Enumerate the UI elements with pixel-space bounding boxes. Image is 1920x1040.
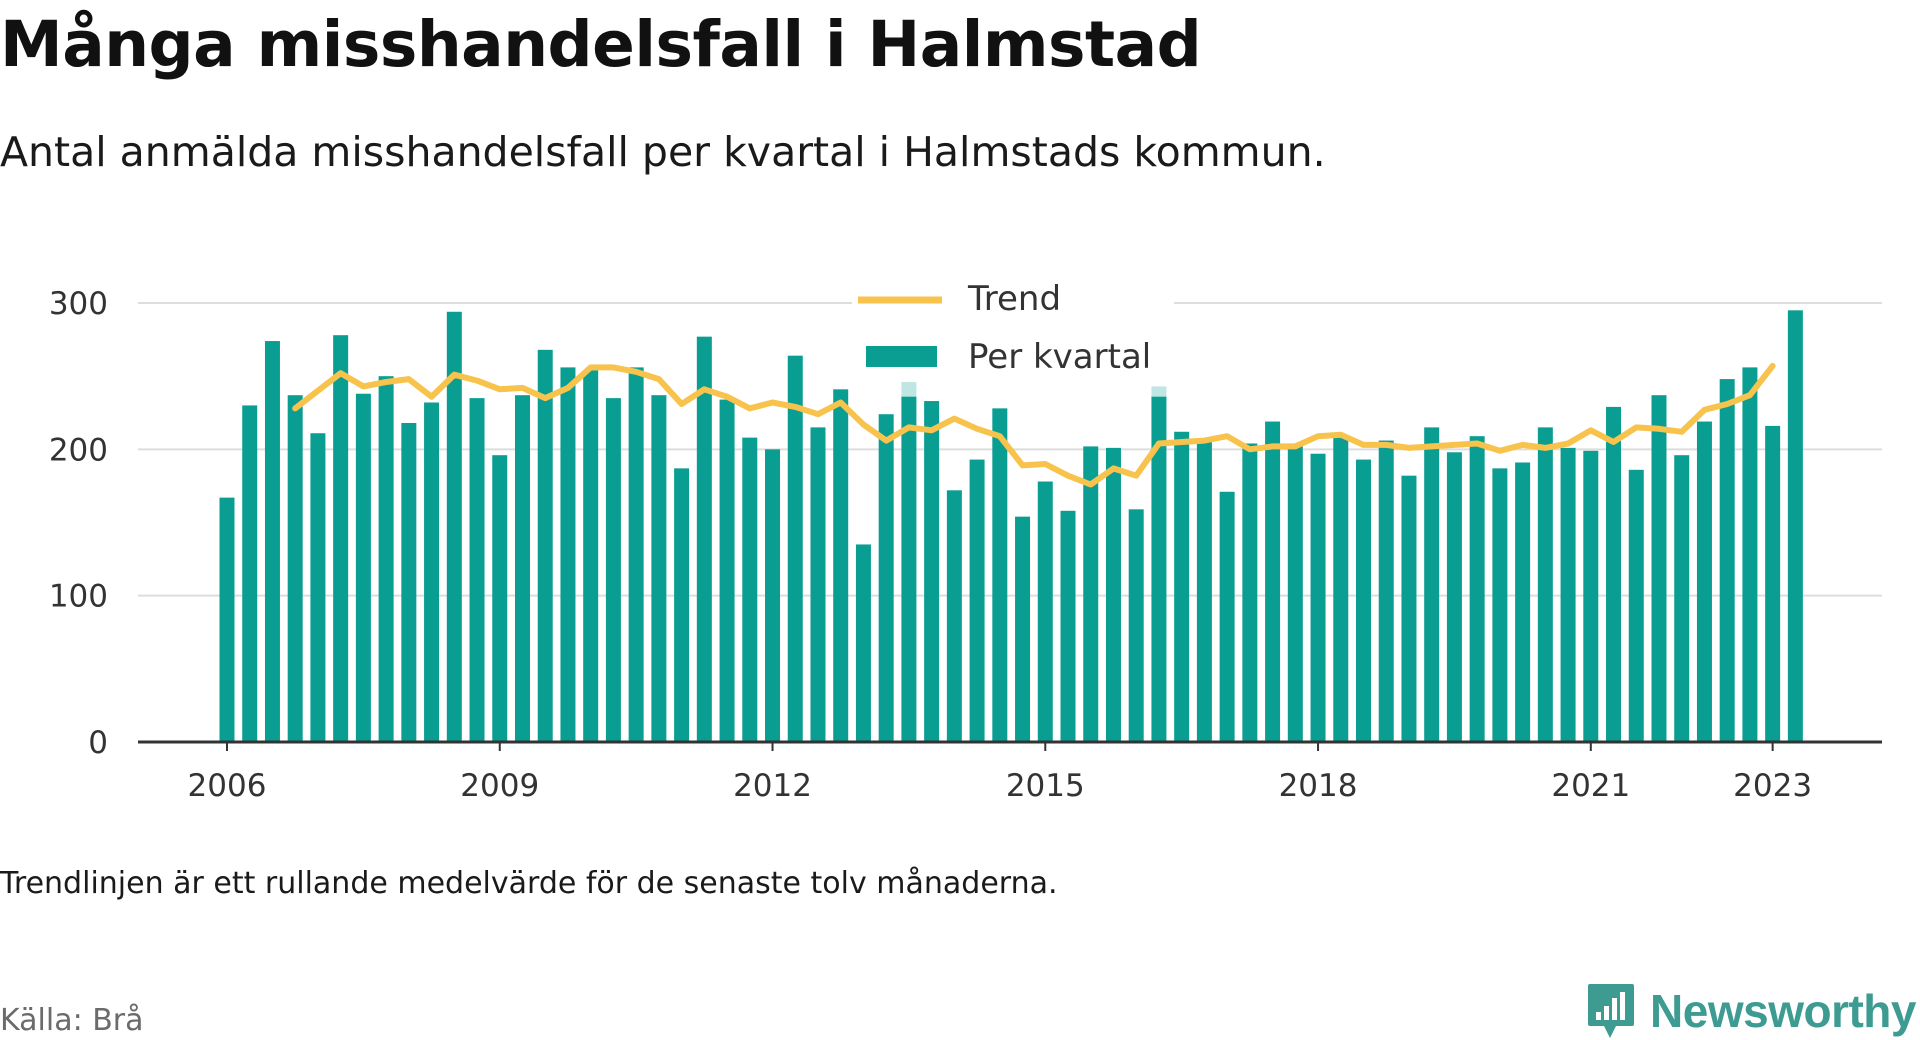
bar: [765, 449, 781, 742]
bar: [287, 395, 303, 742]
bar: [242, 405, 258, 742]
axes: 0 100 200 300 2006 2009 2012 2015 2018 2021 2023: [49, 286, 1882, 804]
bar: [1765, 425, 1781, 742]
bar: [855, 544, 871, 742]
bar: [992, 408, 1008, 742]
bar: [1583, 450, 1599, 742]
bar: [219, 497, 235, 742]
bar: [878, 414, 894, 742]
y-tick-label: 200: [49, 432, 108, 468]
x-tick-label: 2012: [733, 768, 812, 804]
legend-bar-swatch: [866, 346, 937, 367]
brand-logo: Newsworthy: [1586, 982, 1916, 1040]
bar: [1537, 427, 1553, 742]
bar: [1060, 510, 1076, 742]
bar: [833, 389, 849, 742]
bar: [719, 399, 735, 742]
bar: [469, 398, 485, 742]
bar: [1037, 481, 1053, 742]
bar: [901, 396, 917, 742]
legend-bar-label: Per kvartal: [968, 337, 1151, 377]
chart-subtitle: Antal anmälda misshandelsfall per kvarta…: [0, 128, 1326, 176]
bar: [310, 433, 326, 742]
bar: [1310, 453, 1326, 742]
bar: [1719, 379, 1735, 742]
bar: [1401, 475, 1417, 742]
x-tick-label: 2018: [1279, 768, 1358, 804]
trend-line: [292, 362, 1776, 488]
bar: [1128, 509, 1144, 742]
bar: [1174, 431, 1190, 742]
source-label: Källa: Brå: [0, 1003, 144, 1038]
bar: [1151, 396, 1167, 742]
bar: [1628, 469, 1644, 742]
bar: [378, 376, 394, 742]
footnote: Trendlinjen är ett rullande medelvärde f…: [0, 866, 1058, 901]
bar: [1015, 516, 1031, 742]
bar: [355, 393, 371, 742]
bar: [946, 490, 962, 742]
bar: [1083, 446, 1099, 742]
bar: [696, 336, 712, 742]
bar: [1356, 459, 1371, 742]
x-tick-label: 2023: [1733, 768, 1812, 804]
y-tick-label: 0: [88, 725, 108, 761]
bar: [1469, 436, 1485, 742]
bar: [742, 437, 758, 742]
bar: [969, 459, 985, 742]
bar: [264, 341, 280, 742]
bar: [1265, 421, 1281, 742]
bar: [605, 398, 621, 742]
bar: [628, 367, 644, 742]
bar: [514, 395, 530, 742]
bar: [424, 402, 440, 742]
bar: [401, 422, 417, 742]
bars: [219, 310, 1803, 742]
bar: [1742, 367, 1758, 742]
legend-trend-label: Trend: [967, 279, 1061, 319]
x-tick-label: 2015: [1006, 768, 1085, 804]
bar: [1787, 310, 1803, 742]
bar: [1696, 421, 1712, 742]
bar-chart: 0 100 200 300 2006 2009 2012 2015 2018 2021 2023 T…: [49, 260, 1882, 804]
legend: Trend Per kvartal: [852, 260, 1174, 382]
bar: [1287, 443, 1303, 742]
x-tick-label: 2009: [460, 768, 539, 804]
bar: [651, 395, 667, 742]
y-tick-label: 100: [49, 579, 108, 615]
bar-highlight: [901, 380, 917, 397]
bar-chart-speech-bubble-icon: [1588, 984, 1635, 1038]
bar: [1651, 395, 1667, 742]
bar: [333, 335, 349, 742]
bar: [1674, 455, 1690, 742]
bar: [1333, 437, 1349, 742]
bar: [446, 311, 462, 742]
bar: [1515, 462, 1531, 742]
bar: [1606, 406, 1622, 742]
bar: [1446, 452, 1462, 742]
bar: [810, 427, 826, 742]
bar: [1242, 443, 1258, 742]
bar: [924, 401, 940, 742]
x-tick-label: 2006: [188, 768, 267, 804]
trend-line-group: [292, 362, 1776, 488]
bar: [674, 468, 690, 742]
bar: [492, 455, 508, 742]
bar: [560, 367, 576, 742]
x-tick-label: 2021: [1551, 768, 1630, 804]
bar: [1196, 442, 1212, 742]
bar: [1492, 468, 1508, 742]
bar: [1219, 491, 1235, 742]
y-tick-label: 300: [49, 286, 108, 322]
brand-name: Newsworthy: [1650, 985, 1916, 1037]
chart-title: Många misshandelsfall i Halmstad: [0, 8, 1202, 81]
bar: [1424, 427, 1440, 742]
bar: [1560, 447, 1576, 742]
bar: [537, 349, 553, 742]
bar: [787, 355, 803, 742]
bar: [583, 370, 599, 742]
bar: [1105, 447, 1121, 742]
bar-highlight: [1151, 386, 1167, 397]
bar: [1378, 440, 1394, 742]
